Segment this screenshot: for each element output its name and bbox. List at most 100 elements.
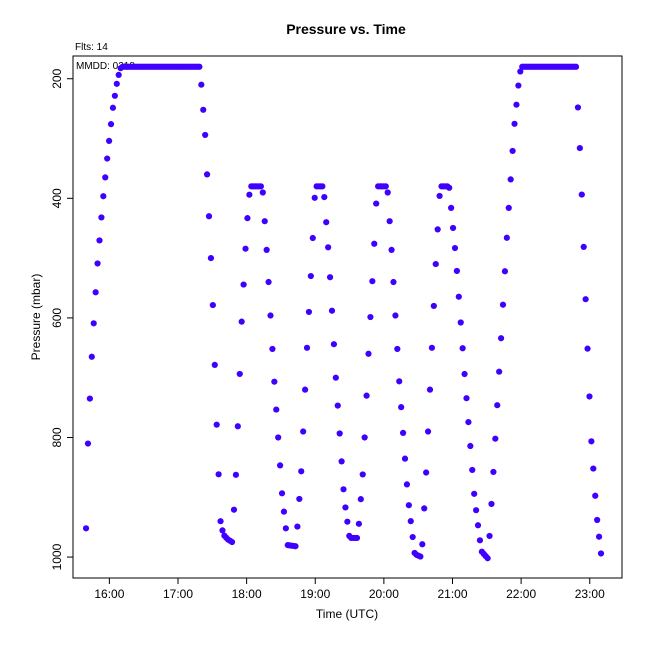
data-point (305, 308, 313, 316)
data-point (319, 183, 326, 190)
data-point (424, 428, 432, 435)
data-point (215, 471, 222, 478)
data-point (98, 214, 105, 221)
y-axis: 200 400 600 800 1000 (50, 68, 74, 570)
data-point (106, 137, 113, 145)
data-point (94, 260, 101, 267)
date-annotation: MMDD: 0218 (76, 61, 135, 72)
y-tick-label: 800 (50, 427, 64, 447)
data-point (594, 516, 601, 524)
data-point (496, 368, 503, 375)
data-point (234, 423, 241, 430)
data-point (428, 344, 436, 351)
data-point (582, 296, 589, 303)
data-point (196, 63, 203, 70)
flights-annotation: Flts: 14 (75, 42, 108, 53)
data-point (230, 506, 238, 513)
data-point (492, 435, 499, 442)
data-point (240, 281, 247, 288)
data-point (501, 268, 509, 275)
chart-title: Pressure vs. Time (286, 21, 406, 37)
data-point (488, 500, 495, 508)
data-point (269, 345, 276, 353)
data-point (457, 319, 464, 326)
data-point (357, 496, 364, 503)
data-point (386, 218, 393, 225)
data-point (86, 395, 93, 402)
data-point (580, 243, 587, 250)
data-point (309, 234, 316, 242)
data-point (207, 255, 215, 262)
data-point (219, 527, 226, 534)
data-point (407, 518, 414, 525)
data-point (388, 246, 395, 253)
data-points (82, 63, 605, 562)
data-point (384, 189, 391, 196)
data-point (401, 455, 409, 462)
data-point (578, 191, 585, 198)
data-point (507, 176, 514, 183)
x-axis: 16:00 17:00 18:00 19:00 20:00 21:00 22:00 23:00 (94, 577, 605, 601)
x-tick-label: 23:00 (575, 587, 605, 601)
data-point (340, 486, 347, 493)
data-point (576, 144, 583, 152)
data-point (292, 543, 299, 550)
data-point (217, 518, 224, 525)
data-point (326, 274, 334, 281)
data-point (509, 147, 516, 155)
data-point (499, 301, 507, 308)
data-point (275, 434, 282, 441)
data-point (321, 194, 328, 201)
data-point (282, 525, 289, 532)
data-point (280, 508, 288, 515)
data-point (232, 471, 240, 478)
data-point (265, 278, 272, 286)
data-point (82, 525, 90, 532)
data-point (298, 468, 305, 475)
data-point (325, 244, 332, 251)
y-tick-label: 600 (50, 308, 64, 328)
data-point (342, 504, 349, 511)
data-point (471, 490, 478, 497)
x-tick-label: 16:00 (94, 587, 124, 601)
data-point (398, 404, 405, 411)
data-point (336, 430, 343, 437)
data-point (515, 82, 522, 89)
data-point (419, 541, 426, 548)
data-point (323, 219, 330, 226)
data-point (96, 237, 103, 244)
data-point (113, 80, 120, 87)
data-point (467, 442, 474, 450)
data-point (451, 244, 459, 252)
data-point (513, 101, 520, 108)
data-point (394, 345, 401, 353)
data-point (203, 171, 211, 178)
data-point (90, 320, 97, 327)
x-tick-label: 20:00 (369, 587, 399, 601)
data-point (328, 307, 336, 314)
data-point (430, 302, 437, 310)
data-point (503, 234, 510, 241)
data-point (417, 553, 424, 560)
data-point (434, 226, 441, 233)
data-point (244, 215, 251, 222)
data-point (465, 419, 472, 426)
data-point (200, 106, 207, 113)
data-point (392, 312, 399, 319)
data-point (273, 406, 280, 413)
data-point (111, 92, 118, 99)
data-point (330, 341, 338, 348)
data-point (396, 378, 403, 385)
data-point (367, 313, 374, 321)
data-point (517, 68, 524, 75)
data-point (586, 393, 593, 400)
data-point (463, 395, 470, 402)
data-point (236, 370, 243, 378)
x-tick-label: 19:00 (300, 587, 330, 601)
data-point (257, 183, 264, 190)
data-point (473, 507, 480, 514)
data-point (588, 438, 595, 445)
x-axis-label: Time (UTC) (316, 607, 378, 621)
data-point (88, 353, 95, 360)
